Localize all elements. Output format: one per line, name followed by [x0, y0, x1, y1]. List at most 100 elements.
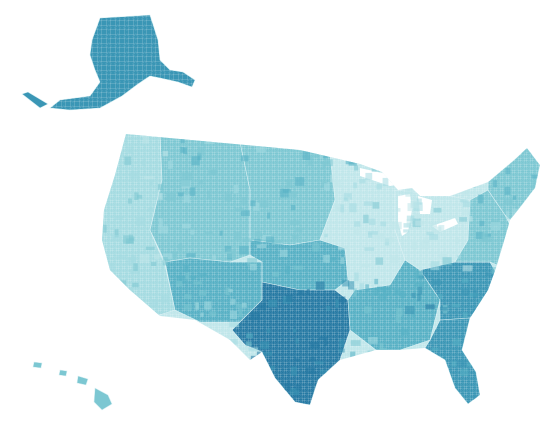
county-patch: [498, 145, 508, 151]
county-patch: [107, 373, 116, 383]
county-patch: [451, 361, 457, 367]
county-patch: [182, 265, 189, 272]
county-patch: [461, 289, 470, 296]
county-patch: [256, 243, 267, 248]
county-patch: [402, 179, 412, 188]
county-patch: [259, 302, 266, 311]
county-patch: [183, 195, 190, 203]
county-patch: [289, 388, 300, 396]
county-patch: [457, 255, 461, 259]
county-patch: [426, 397, 432, 401]
county-patch: [250, 358, 255, 366]
county-patch: [221, 363, 231, 368]
county-patch: [171, 251, 177, 258]
county-patch: [335, 299, 339, 308]
county-patch: [116, 254, 126, 259]
county-patch: [115, 215, 123, 220]
county-patch: [180, 365, 189, 370]
county-patch: [525, 392, 534, 399]
county-patch: [306, 136, 315, 140]
county-patch: [134, 305, 144, 310]
county-patch: [337, 362, 342, 372]
county-patch: [234, 394, 244, 401]
county-patch: [170, 336, 180, 342]
county-patch: [531, 174, 540, 179]
county-patch: [340, 204, 345, 213]
county-patch: [322, 155, 328, 159]
county-patch: [173, 339, 178, 348]
county-patch: [183, 356, 192, 361]
county-patch: [345, 159, 355, 165]
county-patch: [382, 177, 389, 186]
county-patch: [139, 254, 150, 263]
county-patch: [374, 278, 379, 285]
county-patch: [531, 290, 535, 299]
county-patch: [183, 304, 192, 311]
county-patch: [291, 143, 296, 150]
county-patch: [471, 308, 479, 314]
county-patch: [383, 374, 391, 384]
county-patch: [119, 137, 127, 143]
county-patch: [250, 200, 256, 207]
county-patch: [415, 213, 420, 220]
county-patch: [247, 258, 258, 266]
county-patch: [305, 367, 316, 374]
county-patch: [236, 303, 244, 308]
county-patch: [178, 243, 183, 251]
county-patch: [503, 378, 507, 382]
county-patch: [483, 135, 491, 143]
county-patch: [107, 315, 112, 322]
county-patch: [117, 295, 124, 301]
county-patch: [211, 169, 218, 175]
county-patch: [282, 189, 292, 193]
county-patch: [501, 250, 509, 258]
county-patch: [238, 308, 242, 318]
county-patch: [219, 230, 223, 236]
county-patch: [431, 134, 435, 136]
county-patch: [493, 288, 499, 294]
county-patch: [198, 180, 203, 185]
county-patch: [460, 199, 468, 203]
county-patch: [229, 377, 234, 384]
county-patch: [181, 172, 192, 180]
county-patch: [178, 339, 189, 348]
county-patch: [457, 134, 463, 140]
county-patch: [306, 288, 310, 296]
county-patch: [375, 257, 384, 265]
county-patch: [420, 240, 430, 250]
county-patch: [491, 154, 497, 160]
county-patch: [525, 283, 532, 292]
county-patch: [503, 199, 513, 205]
county-patch: [103, 269, 108, 277]
county-patch: [485, 272, 495, 276]
alaska-county-lines: [50, 15, 195, 110]
county-patch: [473, 394, 478, 400]
county-patch: [432, 226, 442, 234]
county-patch: [415, 271, 423, 279]
region-hawaii-maui: [76, 375, 89, 386]
county-patch: [385, 236, 395, 243]
county-patch: [512, 363, 516, 371]
county-patch: [409, 159, 415, 165]
county-patch: [483, 368, 492, 374]
county-patch: [338, 296, 346, 303]
county-patch: [262, 351, 272, 356]
county-patch: [400, 328, 409, 336]
county-patch: [130, 269, 140, 275]
county-patch: [295, 384, 301, 391]
county-patch: [530, 351, 540, 359]
county-patch: [529, 151, 536, 155]
county-patch: [182, 223, 191, 229]
county-patch: [150, 262, 157, 266]
county-patch: [363, 201, 373, 206]
county-patch: [508, 395, 517, 403]
county-patch: [477, 194, 484, 204]
county-patch: [475, 134, 481, 138]
county-patch: [191, 156, 200, 166]
county-patch: [254, 238, 261, 245]
county-patch: [531, 180, 539, 190]
county-patch: [411, 134, 421, 138]
county-patch: [504, 186, 511, 195]
